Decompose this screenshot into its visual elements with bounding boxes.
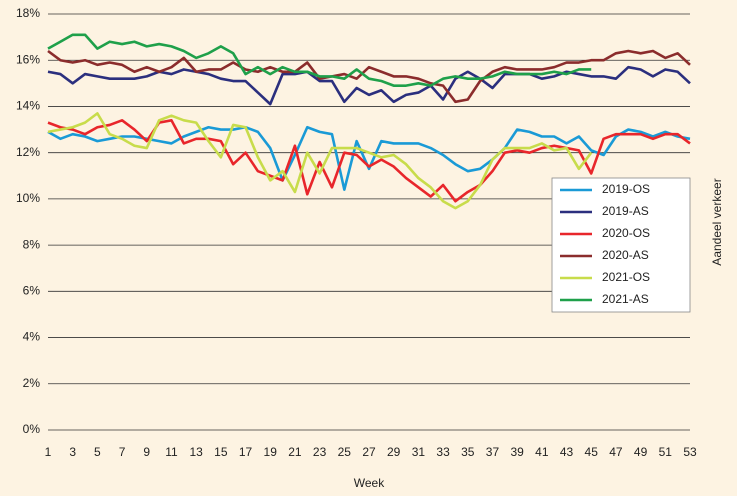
x-tick-label: 17 [239, 445, 253, 459]
x-tick-label: 51 [659, 445, 673, 459]
y-tick-label: 2% [23, 376, 41, 390]
x-tick-label: 47 [609, 445, 623, 459]
x-tick-label: 53 [683, 445, 697, 459]
legend-box [551, 177, 691, 313]
x-tick-label: 21 [288, 445, 302, 459]
x-tick-label: 45 [585, 445, 599, 459]
x-tick-label: 33 [436, 445, 450, 459]
x-tick-label: 13 [189, 445, 203, 459]
legend-label: 2020-AS [602, 248, 649, 262]
series-line [47, 65, 691, 106]
y-tick-label: 18% [16, 6, 40, 20]
x-tick-label: 3 [69, 445, 76, 459]
series-line [47, 49, 691, 104]
x-tick-label: 41 [535, 445, 549, 459]
legend-label: 2019-AS [602, 204, 649, 218]
series-line [47, 33, 592, 87]
x-tick-label: 9 [143, 445, 150, 459]
legend-label: 2020-OS [602, 226, 650, 240]
x-tick-label: 29 [387, 445, 401, 459]
y-tick-label: 14% [16, 99, 40, 113]
series-line [47, 125, 691, 191]
x-tick-label: 49 [634, 445, 648, 459]
x-tick-label: 27 [362, 445, 376, 459]
y-tick-label: 10% [16, 191, 40, 205]
y-tick-label: 8% [23, 237, 41, 251]
x-tick-label: 5 [94, 445, 101, 459]
x-tick-label: 23 [313, 445, 327, 459]
x-tick-label: 43 [560, 445, 574, 459]
y-tick-label: 16% [16, 52, 40, 66]
x-axis-label: Week [354, 476, 385, 490]
x-tick-label: 11 [165, 445, 178, 459]
x-tick-label: 37 [486, 445, 500, 459]
y-tick-label: 0% [23, 422, 41, 436]
x-tick-label: 35 [461, 445, 475, 459]
x-tick-label: 15 [214, 445, 228, 459]
y-axis-label: Aandeel verkeer [710, 178, 724, 265]
x-tick-label: 7 [119, 445, 126, 459]
y-tick-label: 12% [16, 145, 40, 159]
series-line [47, 112, 593, 210]
legend: 2019-OS 2019-AS 2020-OS 2020-AS 2021-OS 2021-… [551, 177, 691, 313]
x-tick-label: 31 [412, 445, 426, 459]
y-tick-label: 4% [23, 330, 41, 344]
legend-label: 2021-OS [602, 270, 650, 284]
legend-label: 2019-OS [602, 182, 650, 196]
x-tick-label: 25 [338, 445, 352, 459]
x-tick-label: 19 [264, 445, 278, 459]
x-tick-label: 39 [510, 445, 524, 459]
x-tick-label: 1 [45, 445, 52, 459]
y-tick-label: 6% [23, 284, 41, 298]
legend-label: 2021-AS [602, 292, 649, 306]
